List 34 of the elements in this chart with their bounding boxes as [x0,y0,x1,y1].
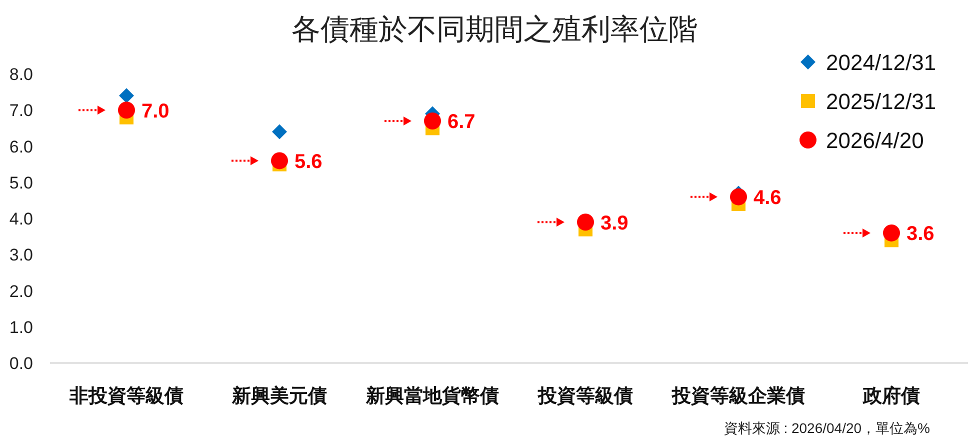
point [272,124,287,140]
x-tick-label: 新興美元債 [231,385,327,407]
point [271,152,288,170]
data-label: 6.7 [448,111,476,134]
x-tick-label: 新興當地貨幣債 [365,385,499,407]
data-label: 5.6 [294,150,322,173]
x-tick-label: 政府債 [862,385,920,407]
data-label: 3.6 [906,223,934,246]
legend-label: 2026/4/20 [826,128,924,153]
data-label: 4.6 [754,187,782,210]
source-note: 資料來源 : 2026/04/20，單位為% [724,420,930,436]
data-label: 7.0 [142,100,170,122]
y-tick-label: 4.0 [9,210,33,229]
legend-label: 2024/12/31 [826,50,936,75]
point [883,224,900,242]
point [424,112,441,130]
x-tick-label: 投資等級企業債 [671,386,805,407]
point [730,188,747,206]
point [577,214,594,231]
y-tick-label: 0.0 [9,354,33,374]
y-tick-label: 1.0 [9,318,33,337]
x-tick-label: 投資等級債 [537,386,633,407]
x-tick-label: 非投資等級債 [68,385,184,407]
legend-label: 2025/12/31 [826,88,936,114]
data-label: 3.9 [600,212,628,234]
point [119,88,134,104]
y-tick-label: 7.0 [9,101,33,120]
point [118,102,135,119]
y-tick-label: 3.0 [9,246,33,265]
y-tick-label: 6.0 [9,137,33,156]
y-tick-label: 8.0 [9,65,33,84]
y-tick-label: 2.0 [9,282,33,301]
chart-title: 各債種於不同期間之殖利率位階 [292,14,698,46]
y-tick-label: 5.0 [9,173,33,192]
